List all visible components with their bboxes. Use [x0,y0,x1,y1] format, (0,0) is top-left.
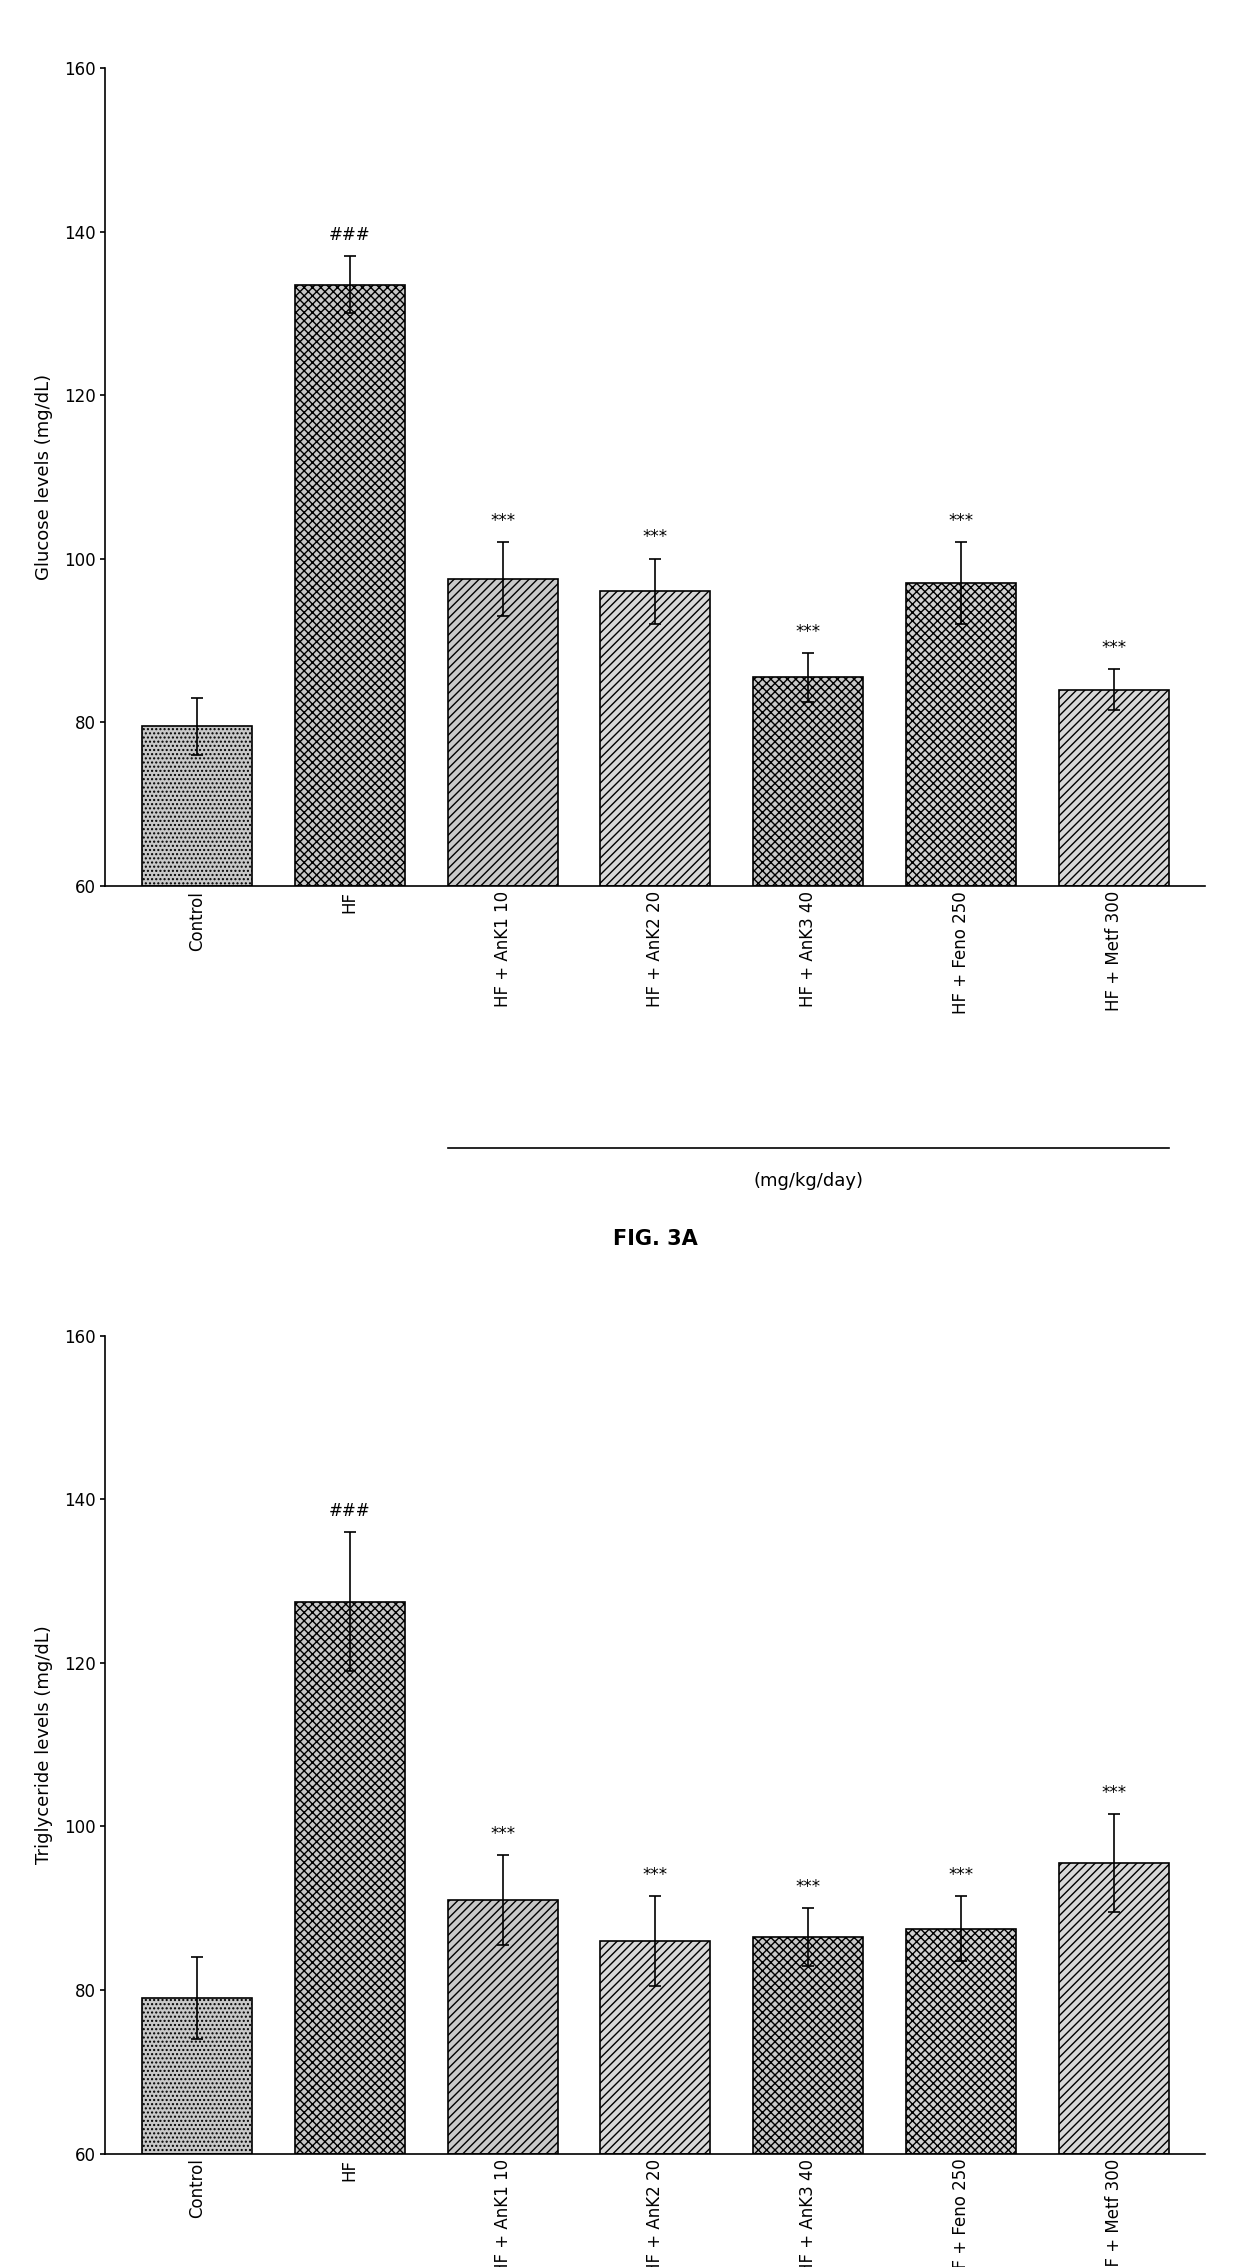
Text: ***: *** [796,623,821,642]
Y-axis label: Triglyceride levels (mg/dL): Triglyceride levels (mg/dL) [35,1625,53,1863]
Bar [1059,689,1168,886]
Text: ***: *** [796,1877,821,1895]
Text: ***: *** [949,1866,973,1884]
Bar [448,1900,558,2154]
Text: ***: *** [949,512,973,530]
Bar [906,583,1016,886]
Text: ***: *** [1101,1784,1126,1802]
Text: ###: ### [329,1501,371,1519]
Text: ***: *** [642,1866,668,1884]
Bar [141,1997,252,2154]
Text: ***: *** [490,512,515,530]
Text: (mg/kg/day): (mg/kg/day) [753,1172,863,1190]
Bar [1059,1863,1168,2154]
Text: ###: ### [329,227,371,245]
Bar [906,1929,1016,2154]
Bar [141,725,252,886]
Bar [448,578,558,886]
Bar [600,592,711,886]
Bar [295,286,404,886]
Bar [753,678,863,886]
Bar [753,1936,863,2154]
Text: FIG. 3A: FIG. 3A [613,1229,698,1249]
Bar [600,1941,711,2154]
Text: ***: *** [490,1825,515,1843]
Text: ***: *** [642,528,668,546]
Bar [295,1601,404,2154]
Y-axis label: Glucose levels (mg/dL): Glucose levels (mg/dL) [35,374,53,580]
Text: ***: *** [1101,639,1126,657]
